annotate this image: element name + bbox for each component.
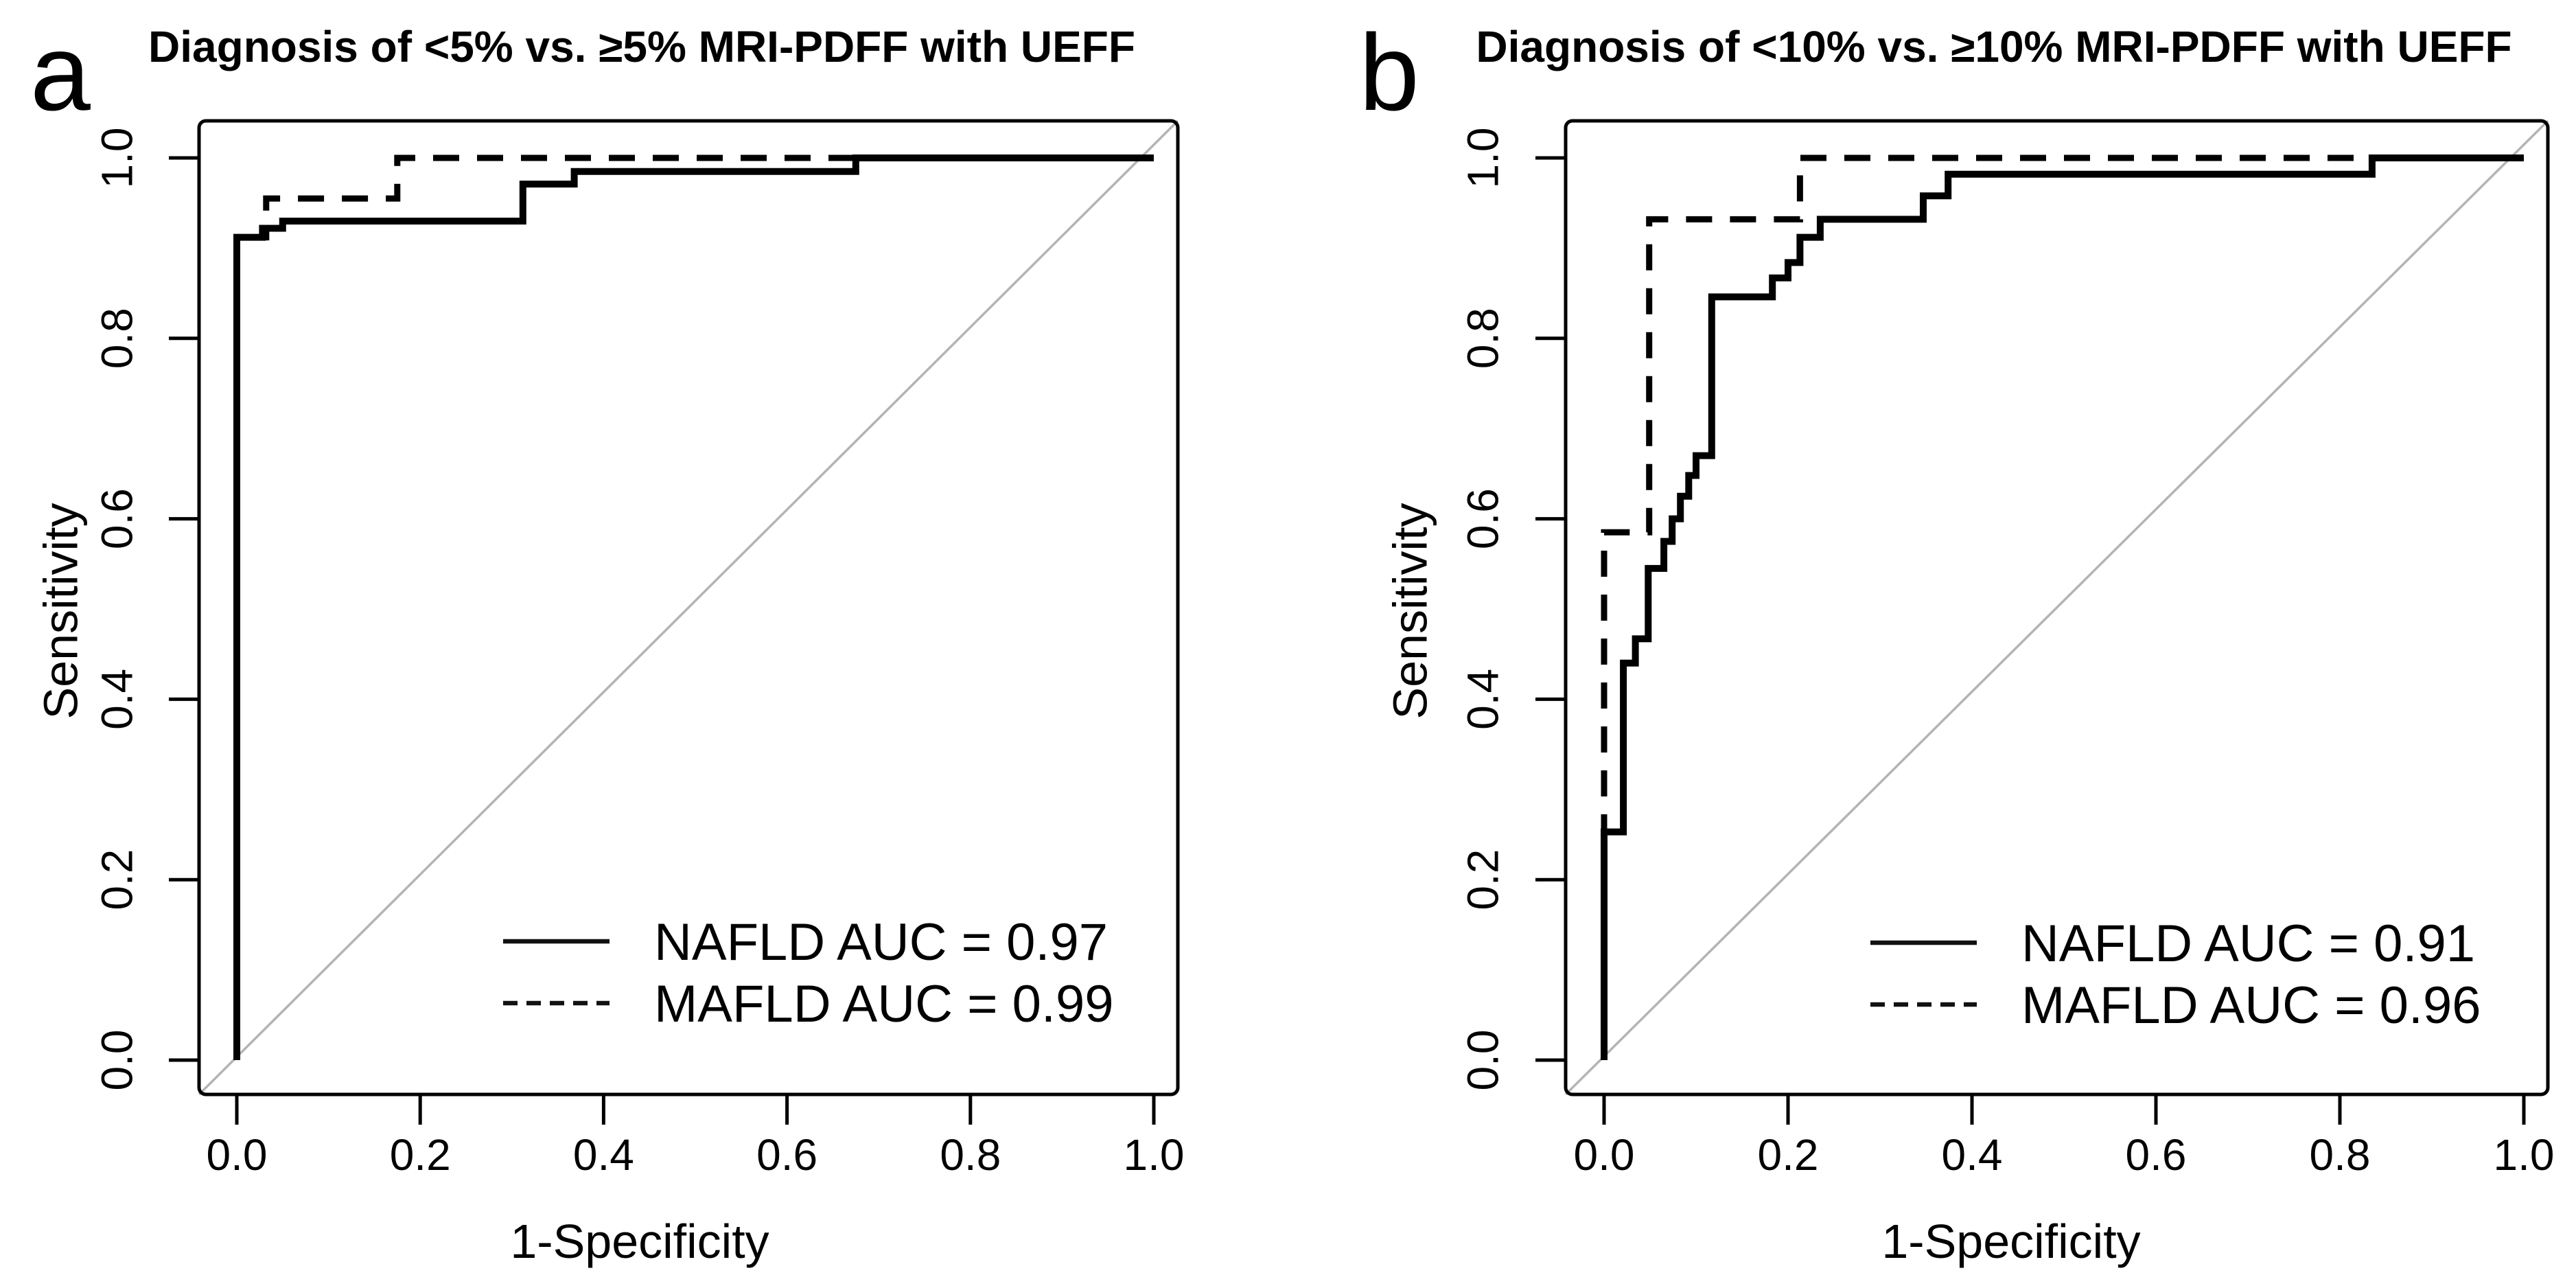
panel-a-plot-box [197, 119, 1180, 1096]
x-axis-tick-label: 0.0 [207, 1130, 268, 1180]
panel-a-y-axis-title: Sensitivity [34, 503, 88, 719]
y-axis-tick-label: 0.6 [92, 488, 141, 549]
x-axis-tick-label: 0.2 [390, 1130, 451, 1180]
panel-b-diagonal-reference-line [1564, 119, 2549, 1096]
x-axis-tick-label: 0.6 [756, 1130, 817, 1180]
y-axis-tick-label: 0.4 [92, 669, 141, 730]
y-axis-tick-label: 1.0 [92, 128, 141, 189]
x-axis-tick-label: 0.2 [1758, 1130, 1819, 1180]
x-axis-tick-label: 0.4 [573, 1130, 634, 1180]
x-axis-tick-label: 1.0 [2494, 1130, 2555, 1180]
panel-b-letter: b [1359, 12, 1419, 133]
y-axis-tick-label: 0.2 [92, 849, 141, 910]
panel-a-dynamic: 0.0 0.2 0.4 0.6 0.8 1.0 0.0 0.2 0.4 0.6 0.8 1.0 [92, 128, 1184, 1180]
panel-a-legend: NAFLD AUC = 0.97 MAFLD AUC = 0.99 [503, 913, 1114, 1033]
y-axis-tick-label: 0.8 [92, 308, 141, 369]
panel-a-letter: a [30, 12, 91, 133]
x-axis-tick-label: 0.8 [940, 1130, 1001, 1180]
x-axis-tick-label: 0.6 [2126, 1130, 2187, 1180]
panel-b-plot-box [1564, 119, 2550, 1096]
panel-b-legend: NAFLD AUC = 0.91 MAFLD AUC = 0.96 [1870, 915, 2481, 1035]
roc-curve-nafld [233, 154, 1154, 1060]
panel-a-title: Diagnosis of <5% vs. ≥5% MRI-PDFF with U… [148, 22, 1135, 71]
x-axis-tick-label: 1.0 [1124, 1130, 1185, 1180]
y-axis-tick-label: 0.8 [1458, 308, 1507, 369]
y-axis-tick-label: 0.2 [1458, 849, 1507, 910]
panel-a-x-axis-title: 1-Specificity [510, 1215, 769, 1268]
panel-a-diagonal-reference-line [198, 119, 1179, 1096]
panel-b-legend-entry-mafld: MAFLD AUC = 0.96 [2021, 976, 2481, 1035]
y-axis-tick-label: 0.4 [1458, 669, 1507, 730]
panel-b-dynamic: 0.0 0.2 0.4 0.6 0.8 1.0 0.0 0.2 0.4 0.6 0.8 1.0 [1458, 128, 2554, 1180]
panel-a: a Diagnosis of <5% vs. ≥5% MRI-PDFF with… [30, 12, 1184, 1268]
y-axis-tick-label: 0.0 [92, 1030, 141, 1091]
roc-curve-mafld [233, 154, 1154, 1060]
panel-b-y-axis-title: Sensitivity [1384, 503, 1437, 719]
panel-a-legend-entry-nafld: NAFLD AUC = 0.97 [654, 913, 1108, 972]
panel-b: b Diagnosis of <10% vs. ≥10% MRI-PDFF wi… [1359, 12, 2554, 1268]
roc-curve-nafld [1601, 154, 2524, 1060]
x-axis-tick-label: 0.4 [1942, 1130, 2003, 1180]
y-axis-tick-label: 0.6 [1458, 488, 1507, 549]
x-axis-tick-label: 0.0 [1574, 1130, 1635, 1180]
panel-b-title: Diagnosis of <10% vs. ≥10% MRI-PDFF with… [1476, 22, 2511, 71]
panel-a-legend-entry-mafld: MAFLD AUC = 0.99 [654, 975, 1114, 1033]
panel-b-x-axis-title: 1-Specificity [1881, 1215, 2140, 1268]
panel-b-legend-entry-nafld: NAFLD AUC = 0.91 [2021, 915, 2475, 973]
roc-curve-mafld [1601, 154, 2524, 1060]
y-axis-tick-label: 1.0 [1458, 128, 1507, 189]
x-axis-tick-label: 0.8 [2310, 1130, 2371, 1180]
y-axis-tick-label: 0.0 [1458, 1030, 1507, 1091]
